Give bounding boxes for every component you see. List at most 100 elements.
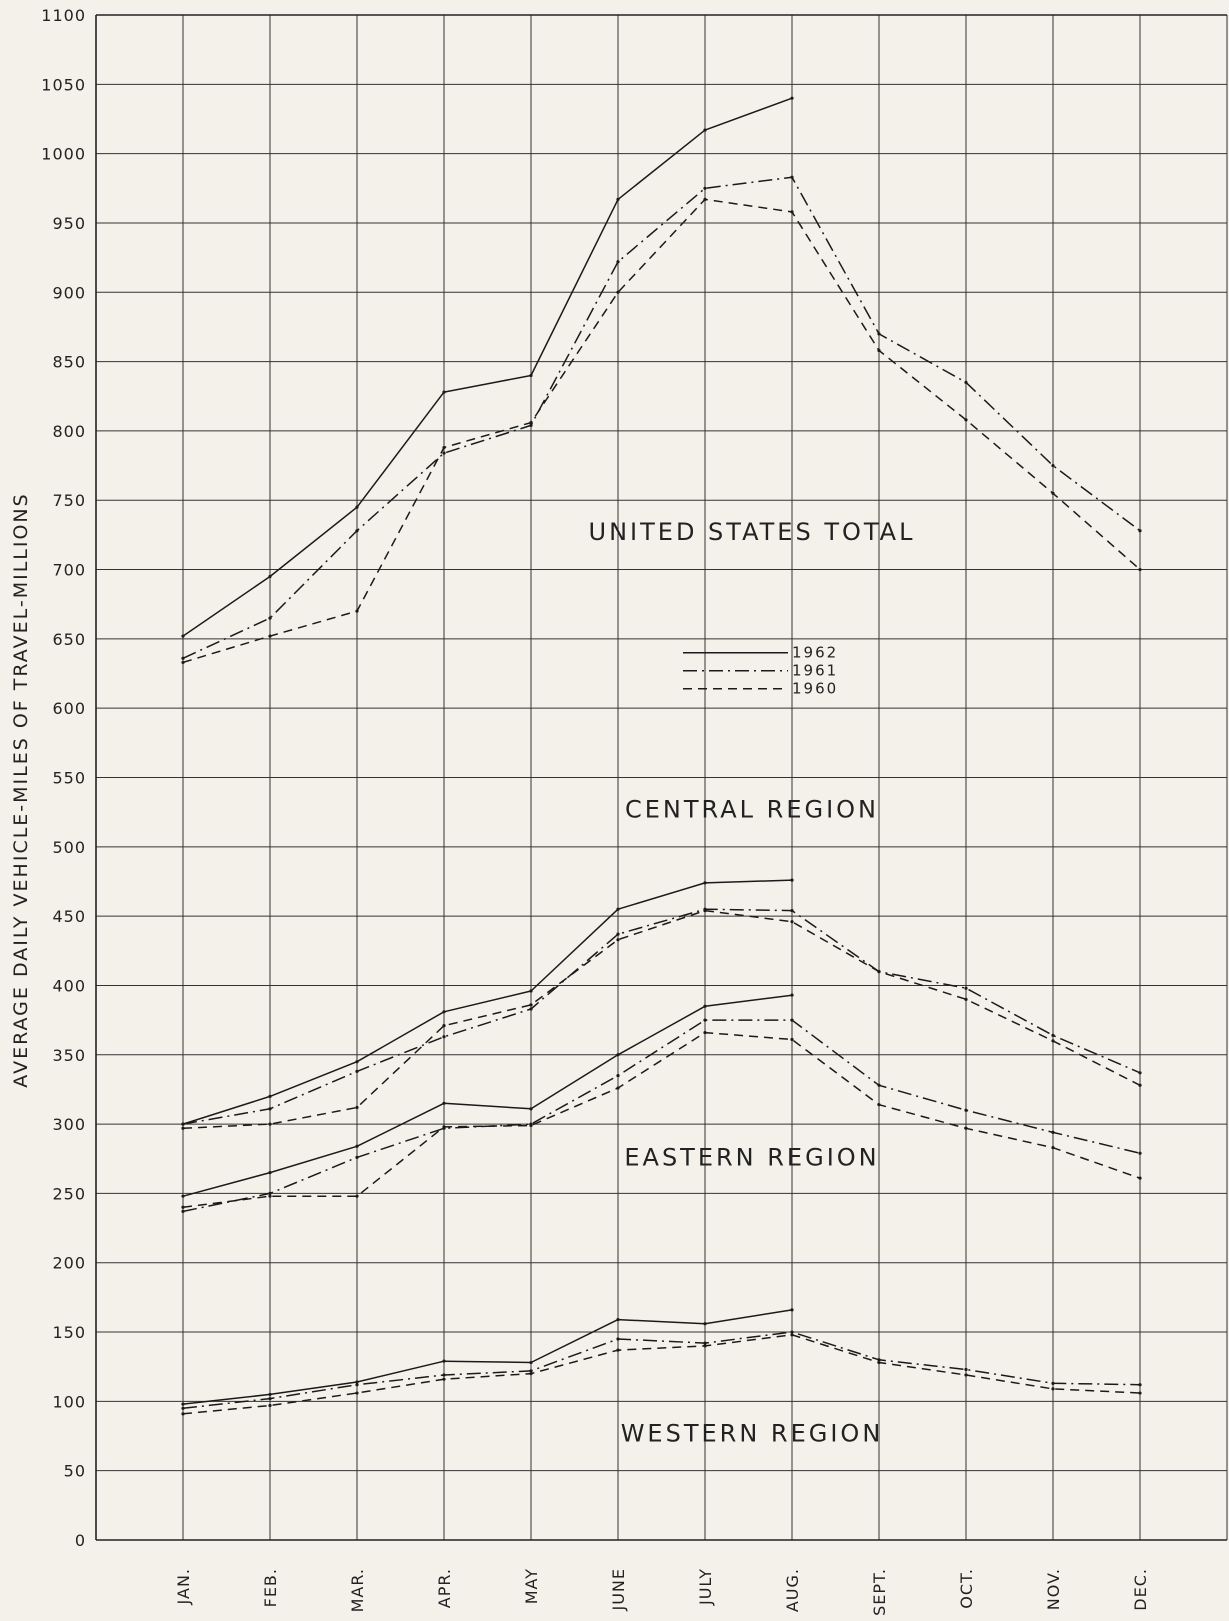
data-point [703, 1018, 707, 1022]
data-point [355, 1391, 359, 1395]
data-point [442, 390, 446, 394]
legend-label: 1962 [792, 644, 838, 662]
data-point [268, 1392, 272, 1397]
y-tick-label: 100 [52, 1392, 86, 1411]
y-tick-label: 250 [52, 1184, 86, 1203]
data-point [964, 1373, 968, 1377]
data-point [1138, 1151, 1142, 1155]
data-point [877, 1358, 881, 1362]
data-point [877, 348, 881, 353]
data-point [268, 1191, 272, 1196]
data-point [1051, 1381, 1055, 1385]
region-label: EASTERN REGION [624, 1143, 879, 1171]
data-point [442, 1010, 446, 1014]
data-point [877, 332, 881, 336]
data-point [442, 1359, 446, 1363]
data-point [877, 1103, 881, 1107]
data-point [181, 1205, 185, 1209]
data-point [355, 1155, 359, 1159]
data-point [1051, 491, 1055, 495]
data-point [790, 1333, 794, 1337]
data-point [790, 1330, 794, 1334]
data-point [268, 1403, 272, 1408]
data-point [1138, 567, 1142, 572]
data-point [877, 1360, 881, 1365]
data-point [1051, 1146, 1055, 1150]
series-line [182, 1309, 793, 1405]
data-point [355, 1069, 359, 1074]
y-tick-label: 700 [52, 561, 86, 580]
data-point [616, 938, 620, 942]
data-point [790, 908, 794, 913]
data-point [616, 1348, 620, 1352]
data-point [703, 1322, 707, 1326]
y-tick-labels: 0 50 100 150 200 250 300 350 400 450 500 550 600 650 7… [41, 6, 86, 1550]
data-point [529, 1123, 533, 1128]
data-point [616, 1317, 620, 1322]
data-point [355, 1194, 359, 1198]
data-point [790, 175, 794, 179]
data-point [1138, 1391, 1142, 1395]
x-tick-label: JAN. [174, 1568, 193, 1605]
data-point [355, 529, 359, 533]
data-point [268, 1107, 272, 1111]
y-tick-label: 300 [52, 1115, 86, 1134]
y-tick-label: 200 [52, 1254, 86, 1273]
data-point [442, 1373, 446, 1377]
y-tick-label: 1000 [41, 145, 86, 164]
data-point [790, 96, 794, 100]
data-point [355, 609, 359, 613]
x-tick-label: DEC. [1131, 1568, 1150, 1611]
data-point [529, 420, 533, 425]
data-point [442, 1035, 446, 1039]
data-point [790, 993, 794, 997]
data-point [355, 1380, 359, 1384]
data-point [964, 997, 968, 1001]
data-point [355, 1383, 359, 1387]
data-point [964, 986, 968, 990]
data-point [790, 1308, 794, 1312]
data-point [964, 1108, 968, 1112]
data-point [268, 634, 272, 638]
data-point [703, 881, 707, 885]
y-tick-label: 350 [52, 1046, 86, 1065]
y-tick-label: 150 [52, 1323, 86, 1342]
y-tick-label: 50 [64, 1462, 86, 1481]
data-point [616, 260, 620, 264]
data-point [1051, 1387, 1055, 1391]
data-point [268, 1171, 272, 1175]
x-tick-label: MAY [522, 1568, 541, 1604]
data-point [355, 1060, 359, 1064]
data-point [616, 290, 620, 294]
x-tick-label: JUNE [609, 1568, 628, 1612]
series-line [182, 909, 1141, 1130]
data-point [442, 451, 446, 455]
data-point [616, 1086, 620, 1090]
data-point [268, 616, 272, 620]
data-point [181, 1194, 185, 1198]
data-point [529, 373, 533, 378]
data-point [1051, 1130, 1055, 1135]
y-tick-label: 950 [52, 214, 86, 233]
data-point [616, 1073, 620, 1078]
y-tick-label: 750 [52, 491, 86, 510]
data-point [703, 1004, 707, 1008]
legend-label: 1961 [792, 662, 838, 680]
data-point [529, 1372, 533, 1376]
data-point [181, 1406, 185, 1410]
y-tick-label: 1050 [41, 75, 86, 94]
data-point [1051, 1039, 1055, 1043]
data-point [1138, 1083, 1142, 1087]
legend-label: 1960 [792, 680, 838, 698]
data-point [355, 1105, 359, 1110]
data-point [181, 1402, 185, 1406]
x-tick-label: MAR. [348, 1568, 367, 1612]
series-line [182, 879, 793, 1125]
data-point [268, 1396, 272, 1401]
series-line [182, 908, 1141, 1125]
data-point [703, 1341, 707, 1345]
x-tick-label: JULY [696, 1568, 715, 1606]
data-point [964, 1126, 968, 1130]
data-point [529, 1369, 533, 1373]
series-lines [181, 96, 1142, 1416]
